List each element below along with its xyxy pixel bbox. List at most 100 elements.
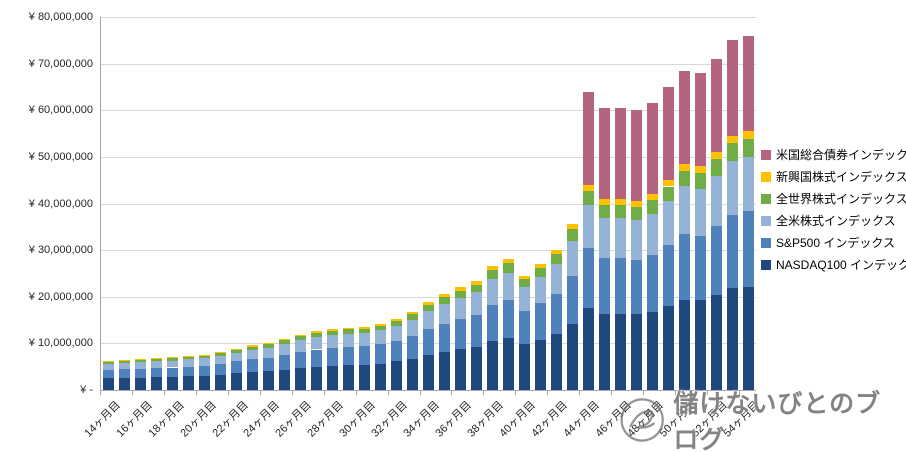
y-axis-label: ¥ 40,000,000 xyxy=(28,197,93,210)
y-axis-label: ¥ 30,000,000 xyxy=(28,244,93,257)
bar-segment xyxy=(215,374,227,390)
bar-segment xyxy=(295,340,307,352)
bar-segment xyxy=(486,270,498,279)
bar-segment xyxy=(407,314,419,320)
legend-swatch xyxy=(761,149,771,160)
bar-segment xyxy=(135,360,147,363)
y-axis-label: ¥ 20,000,000 xyxy=(28,290,93,303)
bar-segment xyxy=(454,297,466,320)
bar-segment xyxy=(423,304,434,311)
bar-segment xyxy=(582,191,594,206)
x-axis-tick xyxy=(547,391,549,395)
bar-segment xyxy=(678,186,690,234)
bar-38ヶ月目 xyxy=(486,17,498,390)
bar-segment xyxy=(359,364,371,390)
bar-segment xyxy=(215,355,227,364)
bar-segment xyxy=(694,300,706,390)
bar-segment xyxy=(327,330,339,336)
y-axis-label: ¥ 70,000,000 xyxy=(28,57,93,70)
bar-segment xyxy=(678,70,690,164)
bar-segment xyxy=(694,172,706,189)
bar-segment xyxy=(263,357,275,372)
bar-segment xyxy=(630,220,642,260)
bar-26ヶ月目 xyxy=(295,17,307,390)
bar-segment xyxy=(454,287,466,291)
y-axis-label: ¥ 50,000,000 xyxy=(28,150,93,163)
bar-segment xyxy=(550,250,562,255)
bar-segment xyxy=(646,311,658,390)
bar-37ヶ月目 xyxy=(470,17,482,390)
bar-segment xyxy=(263,344,275,348)
bar-segment xyxy=(263,347,275,358)
gridline xyxy=(101,203,756,205)
gridline xyxy=(101,110,756,112)
bar-segment xyxy=(486,304,498,341)
bar-segment xyxy=(343,333,355,347)
bar-segment xyxy=(279,354,291,370)
bar-segment xyxy=(598,258,610,314)
bar-segment xyxy=(199,354,211,356)
gridline xyxy=(101,296,756,298)
bar-segment xyxy=(167,357,179,359)
x-axis-tick xyxy=(675,391,677,395)
bar-segment xyxy=(582,205,594,249)
y-axis-label: ¥ 10,000,000 xyxy=(28,337,93,350)
bar-segment xyxy=(199,375,211,390)
bar-segment xyxy=(231,352,243,362)
bar-segment xyxy=(407,335,419,359)
bar-segment xyxy=(247,359,259,373)
bar-segment xyxy=(119,359,131,361)
bar-32ヶ月目 xyxy=(391,17,403,390)
legend-label: 新興国株式インデックス xyxy=(776,170,906,184)
bar-segment xyxy=(742,131,754,139)
bar-segment xyxy=(502,272,514,300)
bar-segment xyxy=(375,325,387,331)
x-axis-tick xyxy=(707,391,709,395)
bar-segment xyxy=(582,307,594,390)
bar-segment xyxy=(231,349,243,353)
bar-segment xyxy=(263,342,275,345)
x-axis-tick xyxy=(419,391,421,395)
bar-segment xyxy=(614,217,626,259)
bar-segment xyxy=(566,275,578,324)
legend-item: 新興国株式インデックス xyxy=(761,168,906,185)
bar-segment xyxy=(327,335,339,348)
bar-segment xyxy=(327,365,339,390)
legend-swatch xyxy=(761,171,771,182)
bar-segment xyxy=(550,254,562,265)
bar-segment xyxy=(630,110,642,202)
bar-segment xyxy=(502,263,514,273)
bar-segment xyxy=(295,336,307,341)
bar-segment xyxy=(742,157,754,212)
bar-53ヶ月目 xyxy=(726,17,738,390)
x-axis-tick xyxy=(483,391,485,395)
y-axis: ¥ - ¥ 10,000,000 ¥ 20,000,000 ¥ 30,000,000 ¥… xyxy=(0,0,93,452)
bar-segment xyxy=(247,346,259,350)
bar-segment xyxy=(199,365,211,376)
bar-47ヶ月目 xyxy=(630,17,642,390)
bar-39ヶ月目 xyxy=(502,17,514,390)
gridline xyxy=(101,250,756,252)
bar-23ヶ月目 xyxy=(247,17,259,390)
bar-21ヶ月目 xyxy=(215,17,227,390)
bar-segment xyxy=(470,281,482,285)
bar-segment xyxy=(742,35,754,132)
bar-segment xyxy=(167,376,179,390)
bar-segment xyxy=(438,324,450,352)
bar-segment xyxy=(614,204,626,218)
bar-segment xyxy=(582,184,594,192)
legend-item: 全世界株式インデックス xyxy=(761,190,906,207)
legend-swatch xyxy=(761,193,771,204)
bar-segment xyxy=(470,346,482,390)
bar-segment xyxy=(103,378,115,390)
x-axis-tick xyxy=(643,391,645,395)
bar-segment xyxy=(598,107,610,199)
bar-segment xyxy=(470,284,482,293)
bar-segment xyxy=(103,369,115,379)
bar-segment xyxy=(486,340,498,390)
bar-segment xyxy=(327,328,339,331)
x-axis-tick xyxy=(163,391,165,395)
y-axis-label: ¥ 80,000,000 xyxy=(28,11,93,23)
bar-segment xyxy=(438,297,450,304)
bar-segment xyxy=(167,358,179,361)
